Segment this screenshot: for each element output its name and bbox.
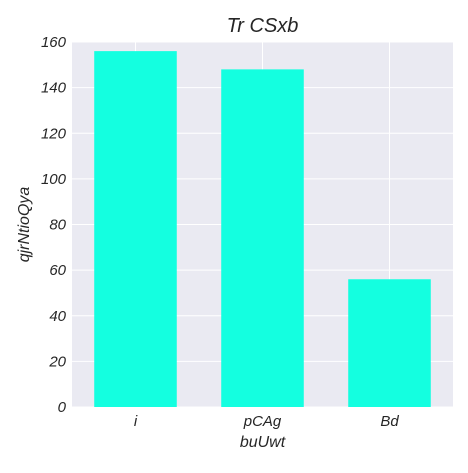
x-axis-ticks: i pCAg Bd	[134, 413, 399, 430]
y-tick-label: 100	[41, 171, 67, 188]
y-tick-label: 160	[41, 34, 67, 51]
y-tick-label: 0	[58, 399, 67, 416]
bar-i	[94, 51, 177, 407]
x-tick-label: pCAg	[243, 413, 282, 430]
y-tick-label: 20	[48, 353, 66, 370]
bars	[94, 51, 431, 407]
x-tick-label: Bd	[380, 413, 399, 430]
y-tick-label: 40	[49, 308, 66, 325]
y-tick-label: 60	[49, 262, 66, 279]
chart-title: Tr CSxb	[227, 15, 299, 37]
bar-pCAg	[221, 69, 304, 407]
y-tick-label: 120	[41, 125, 67, 142]
x-tick-label: i	[134, 413, 138, 430]
x-axis-label: buUwt	[240, 434, 286, 451]
y-axis-ticks: 0 20 40 60 80 100 120 140 160	[41, 34, 67, 416]
bar-Bd	[348, 279, 431, 407]
y-axis-label: qjrNtioQya	[16, 187, 33, 263]
y-tick-label: 80	[49, 217, 66, 234]
y-tick-label: 140	[41, 80, 67, 97]
